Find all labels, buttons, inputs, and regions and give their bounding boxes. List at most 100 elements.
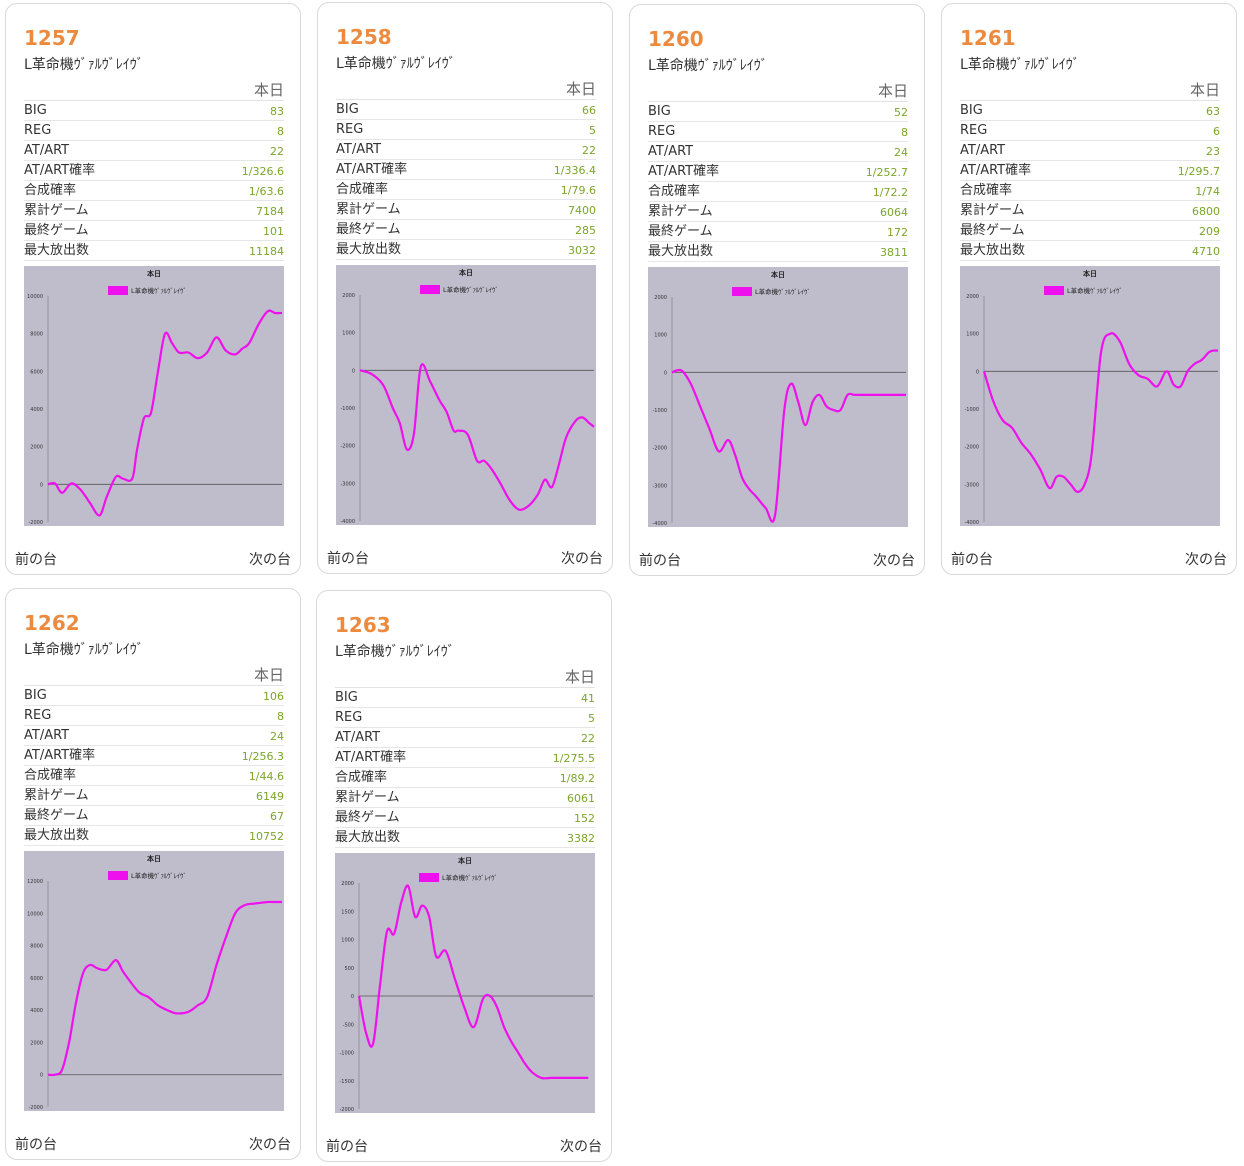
- y-tick-label: 10000: [27, 294, 43, 300]
- stats-row: 最大放出数 4710: [960, 241, 1220, 261]
- machine-number[interactable]: 1262: [24, 611, 80, 635]
- y-tick-label: -1000: [339, 1051, 354, 1057]
- stats-table: 本日 BIG 66 REG 5 AT/ART 22 AT/ART確率 1/336.4 合成確率 1/…: [336, 79, 596, 260]
- stat-value: 1/295.7: [1177, 165, 1220, 178]
- stats-row: 累計ゲーム 6064: [648, 202, 908, 222]
- stat-value: 7400: [568, 204, 596, 217]
- column-header-today: 本日: [960, 80, 1220, 101]
- slump-chart: 本日 L革命機ｳﾞｧﾙｳﾞﾚｲｳﾞ -4000 -3000 -2000 -1000 0 100…: [960, 266, 1220, 526]
- stat-label: 最終ゲーム: [335, 810, 400, 825]
- prev-machine-link[interactable]: 前の台: [639, 553, 681, 569]
- stat-value: 1/275.5: [552, 752, 595, 765]
- machine-card-1262: 1262 L革命機ｳﾞｧﾙｳﾞﾚｲｳﾞ 本日 BIG 106 REG 8 AT/ART 24 AT…: [5, 588, 301, 1160]
- stat-value: 63: [1206, 105, 1220, 118]
- y-tick-label: -3000: [964, 482, 979, 488]
- legend-label: L革命機ｳﾞｧﾙｳﾞﾚｲｳﾞ: [755, 287, 811, 296]
- stat-value: 152: [574, 812, 595, 825]
- next-machine-link[interactable]: 次の台: [560, 1139, 602, 1155]
- stats-row: 累計ゲーム 6149: [24, 786, 284, 806]
- stats-row: 累計ゲーム 6061: [335, 788, 595, 808]
- y-tick-label: 2000: [341, 881, 354, 887]
- next-machine-link[interactable]: 次の台: [1185, 552, 1227, 568]
- stat-label: REG: [24, 708, 52, 723]
- prev-machine-link[interactable]: 前の台: [15, 1137, 57, 1153]
- stat-value: 285: [575, 224, 596, 237]
- stats-table: 本日 BIG 83 REG 8 AT/ART 22 AT/ART確率 1/326.6 合成確率 1/…: [24, 80, 284, 261]
- stat-value: 3811: [880, 246, 908, 259]
- stats-row: 最大放出数 3811: [648, 242, 908, 262]
- prev-machine-link[interactable]: 前の台: [326, 1139, 368, 1155]
- next-machine-link[interactable]: 次の台: [249, 552, 291, 568]
- y-tick-label: -1500: [339, 1079, 354, 1085]
- stat-label: AT/ART: [336, 142, 382, 157]
- stat-value: 1/256.3: [241, 750, 284, 763]
- next-machine-link[interactable]: 次の台: [873, 553, 915, 569]
- y-tick-label: -1000: [340, 406, 355, 412]
- y-tick-label: -500: [343, 1022, 354, 1028]
- stats-row: REG 8: [648, 122, 908, 142]
- y-tick-label: 0: [664, 370, 667, 376]
- stats-row: AT/ART 22: [335, 728, 595, 748]
- machine-card-1260: 1260 L革命機ｳﾞｧﾙｳﾞﾚｲｳﾞ 本日 BIG 52 REG 8 AT/ART 24 AT/…: [629, 4, 925, 576]
- stat-label: BIG: [24, 688, 47, 703]
- machine-model: L革命機ｳﾞｧﾙｳﾞﾚｲｳﾞ: [335, 644, 455, 660]
- stats-row: 合成確率 1/72.2: [648, 182, 908, 202]
- stat-value: 1/326.6: [241, 165, 284, 178]
- stats-row: 最大放出数 3032: [336, 240, 596, 260]
- machine-number[interactable]: 1257: [24, 26, 80, 50]
- machine-model: L革命機ｳﾞｧﾙｳﾞﾚｲｳﾞ: [24, 57, 144, 73]
- stats-table: 本日 BIG 52 REG 8 AT/ART 24 AT/ART確率 1/252.7 合成確率 1/…: [648, 81, 908, 262]
- chart-title: 本日: [1082, 269, 1097, 278]
- stat-label: 合成確率: [960, 183, 1013, 198]
- stat-label: BIG: [335, 690, 358, 705]
- stat-value: 3032: [568, 244, 596, 257]
- y-tick-label: -2000: [340, 444, 355, 450]
- prev-machine-link[interactable]: 前の台: [15, 552, 57, 568]
- stat-value: 1/44.6: [248, 770, 284, 783]
- machine-model: L革命機ｳﾞｧﾙｳﾞﾚｲｳﾞ: [24, 642, 144, 658]
- y-tick-label: 8000: [30, 332, 43, 338]
- legend-swatch: [108, 286, 128, 295]
- next-machine-link[interactable]: 次の台: [561, 551, 603, 567]
- y-tick-label: -1000: [964, 407, 979, 413]
- stat-value: 83: [270, 105, 284, 118]
- stat-label: AT/ART: [335, 730, 381, 745]
- machine-number[interactable]: 1260: [648, 27, 704, 51]
- chart-title: 本日: [457, 856, 472, 865]
- machine-number[interactable]: 1261: [960, 26, 1016, 50]
- y-tick-label: -3000: [652, 483, 667, 489]
- stats-row: AT/ART確率 1/256.3: [24, 746, 284, 766]
- stat-value: 1/89.2: [559, 772, 595, 785]
- y-tick-label: 4000: [30, 1008, 43, 1014]
- y-tick-label: 1500: [341, 909, 354, 915]
- stats-row: 最終ゲーム 101: [24, 221, 284, 241]
- stat-value: 10752: [249, 830, 284, 843]
- prev-machine-link[interactable]: 前の台: [327, 551, 369, 567]
- machine-number[interactable]: 1263: [335, 613, 391, 637]
- slump-chart: 本日 L革命機ｳﾞｧﾙｳﾞﾚｲｳﾞ -2000 0 2000 4000 6000 8000 10…: [24, 851, 284, 1111]
- stat-label: 累計ゲーム: [24, 203, 89, 218]
- next-machine-link[interactable]: 次の台: [249, 1137, 291, 1153]
- stat-label: 累計ゲーム: [336, 202, 401, 217]
- y-tick-label: 0: [40, 482, 43, 488]
- y-tick-label: 0: [351, 994, 354, 1000]
- stat-value: 172: [887, 226, 908, 239]
- stats-row: AT/ART確率 1/252.7: [648, 162, 908, 182]
- stat-value: 5: [588, 712, 595, 725]
- y-tick-label: 2000: [30, 445, 43, 451]
- stat-label: 合成確率: [648, 184, 701, 199]
- prev-machine-link[interactable]: 前の台: [951, 552, 993, 568]
- stat-value: 7184: [256, 205, 284, 218]
- stat-label: AT/ART確率: [24, 748, 96, 763]
- column-header-today: 本日: [24, 80, 284, 101]
- stats-row: 最終ゲーム 285: [336, 220, 596, 240]
- machine-number[interactable]: 1258: [336, 25, 392, 49]
- y-tick-label: 1000: [342, 331, 355, 337]
- legend-swatch: [108, 871, 128, 880]
- y-tick-label: 0: [40, 1073, 43, 1079]
- stats-row: 最終ゲーム 209: [960, 221, 1220, 241]
- y-tick-label: -2000: [28, 520, 43, 526]
- stats-row: 累計ゲーム 6800: [960, 201, 1220, 221]
- machine-card-1263: 1263 L革命機ｳﾞｧﾙｳﾞﾚｲｳﾞ 本日 BIG 41 REG 5 AT/ART 22 AT/…: [316, 590, 612, 1162]
- y-tick-label: 500: [344, 966, 354, 972]
